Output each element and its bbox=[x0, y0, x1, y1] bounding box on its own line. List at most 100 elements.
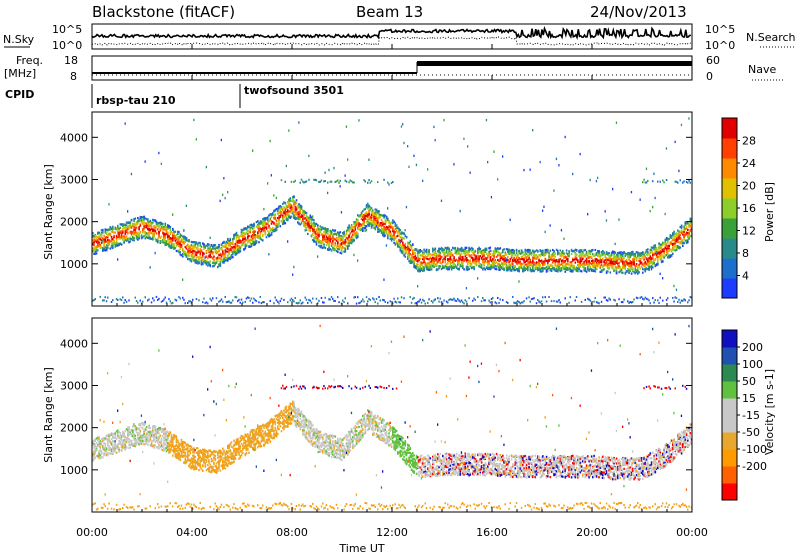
scatter-cell bbox=[253, 230, 255, 233]
scatter-cell bbox=[430, 268, 433, 271]
scatter-cell bbox=[397, 234, 399, 237]
scatter-cell bbox=[578, 249, 580, 252]
ground-cell bbox=[287, 301, 289, 304]
scatter-cell bbox=[225, 245, 228, 248]
scatter-cell bbox=[413, 261, 415, 264]
scatter-cell bbox=[474, 260, 477, 263]
scatter-cell bbox=[593, 254, 595, 257]
scatter-cell bbox=[190, 243, 193, 246]
scatter-cell bbox=[468, 249, 470, 252]
sparse-cell bbox=[287, 240, 289, 243]
scatter-cell bbox=[490, 263, 493, 266]
freq-right-tick-top: 60 bbox=[706, 54, 720, 67]
scatter-cell bbox=[348, 224, 350, 227]
scatter-cell bbox=[515, 267, 518, 271]
ground-cell bbox=[179, 297, 181, 300]
scatter-cell bbox=[229, 244, 232, 247]
scatter-cell bbox=[282, 208, 284, 212]
scatter-cell bbox=[162, 231, 164, 234]
scatter-cell bbox=[193, 250, 195, 253]
scatter-cell bbox=[502, 263, 504, 266]
scatter-cell bbox=[135, 226, 138, 229]
scatter-cell bbox=[485, 247, 488, 250]
scatter-cell bbox=[602, 257, 604, 260]
scatter-cell bbox=[378, 215, 380, 219]
scatter-cell bbox=[170, 243, 173, 246]
scatter-cell bbox=[613, 262, 615, 266]
scatter-cell bbox=[573, 258, 575, 261]
ground-cell bbox=[434, 298, 436, 301]
scatter-cell bbox=[460, 263, 463, 266]
scatter-cell bbox=[324, 238, 327, 241]
scatter-cell bbox=[408, 255, 410, 258]
scatter-cell bbox=[135, 237, 138, 240]
scatter-cell bbox=[212, 251, 214, 254]
scatter-cell bbox=[500, 251, 503, 255]
scatter-cell bbox=[175, 244, 178, 247]
layer-cell bbox=[324, 180, 326, 182]
scatter-cell bbox=[455, 253, 458, 256]
scatter-cell bbox=[383, 227, 385, 230]
scatter-cell bbox=[222, 241, 224, 244]
ground-cell bbox=[575, 296, 578, 298]
scatter-cell bbox=[474, 254, 477, 257]
sparse-cell bbox=[205, 165, 207, 169]
scatter-cell bbox=[322, 233, 324, 236]
ground-cell bbox=[232, 299, 234, 302]
scatter-cell bbox=[97, 231, 99, 234]
ground-cell bbox=[290, 297, 293, 300]
scatter-cell bbox=[412, 243, 414, 246]
scatter-cell bbox=[463, 249, 465, 252]
scatter-cell bbox=[173, 235, 175, 238]
scatter-cell bbox=[625, 270, 628, 273]
scatter-cell bbox=[208, 261, 210, 264]
scatter-cell bbox=[120, 235, 123, 238]
scatter-cell bbox=[528, 257, 530, 260]
scatter-cell bbox=[143, 234, 145, 237]
scatter-cell bbox=[358, 225, 360, 228]
ground-cell bbox=[553, 300, 555, 303]
scatter-cell bbox=[357, 227, 359, 230]
scatter-cell bbox=[102, 249, 104, 252]
scatter-cell bbox=[480, 266, 483, 269]
scatter-cell bbox=[194, 254, 197, 257]
scatter-cell bbox=[524, 269, 527, 272]
scatter-cell bbox=[478, 255, 480, 258]
sparse-cell bbox=[555, 157, 558, 161]
scatter-cell bbox=[148, 237, 150, 240]
scatter-cell bbox=[300, 206, 303, 209]
scatter-cell bbox=[317, 228, 319, 231]
scatter-cell bbox=[222, 245, 224, 248]
scatter-cell bbox=[445, 254, 448, 257]
scatter-cell bbox=[152, 218, 154, 221]
scatter-cell bbox=[620, 255, 623, 258]
scatter-cell bbox=[529, 260, 532, 263]
scatter-cell bbox=[138, 232, 140, 235]
scatter-cell bbox=[128, 221, 130, 224]
scatter-cell bbox=[594, 257, 597, 260]
scatter-cell bbox=[623, 251, 625, 254]
scatter-cell bbox=[604, 253, 607, 256]
scatter-cell bbox=[583, 262, 585, 265]
ground-cell bbox=[312, 297, 314, 300]
ground-cell bbox=[460, 299, 463, 302]
scatter-cell bbox=[170, 239, 173, 242]
layer-cell bbox=[352, 181, 354, 184]
scatter-cell bbox=[357, 214, 359, 217]
scatter-cell bbox=[534, 266, 537, 269]
scatter-cell bbox=[612, 261, 614, 264]
scatter-cell bbox=[399, 232, 402, 235]
scatter-cell bbox=[497, 265, 499, 268]
scatter-cell bbox=[203, 252, 205, 255]
scatter-cell bbox=[455, 266, 458, 269]
scatter-cell bbox=[439, 247, 442, 251]
scatter-cell bbox=[152, 229, 154, 233]
scatter-cell bbox=[179, 244, 182, 248]
scatter-cell bbox=[537, 256, 539, 259]
scatter-cell bbox=[204, 259, 207, 262]
scatter-cell bbox=[482, 258, 484, 261]
scatter-cell bbox=[112, 242, 114, 245]
sparse-cell bbox=[130, 172, 133, 176]
scatter-cell bbox=[158, 225, 160, 228]
scatter-cell bbox=[258, 236, 260, 239]
